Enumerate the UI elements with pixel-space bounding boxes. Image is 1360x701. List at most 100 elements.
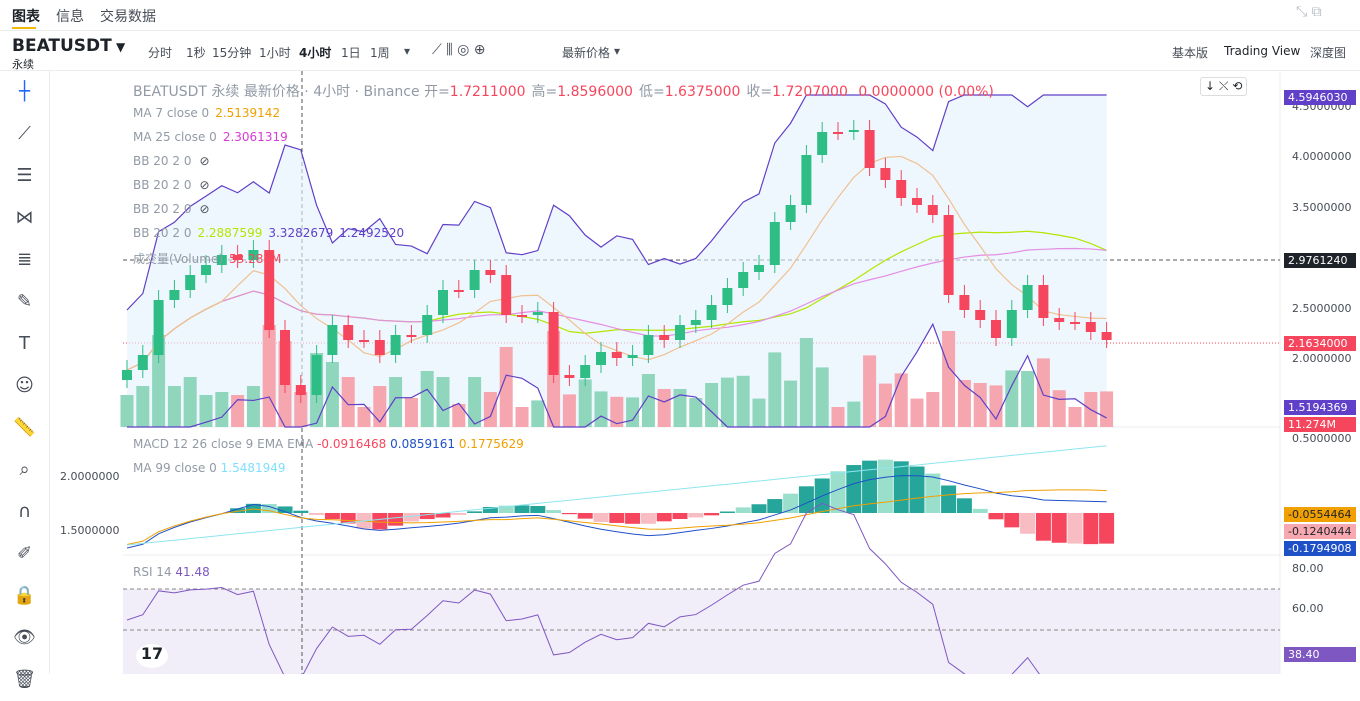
- bb-lower: [127, 322, 1107, 428]
- change: 0.0000000 (0.00%): [858, 84, 994, 100]
- tool[interactable]: ☺: [15, 375, 34, 396]
- contract: 永续: [12, 58, 34, 71]
- view[interactable]: 深度图: [1310, 46, 1347, 60]
- macd-hist: [704, 513, 720, 516]
- dropdown-arrow[interactable]: ▼: [116, 40, 126, 54]
- tool[interactable]: ⌕: [19, 459, 30, 480]
- divider: [0, 30, 1360, 31]
- volume-bar: [120, 395, 134, 427]
- candle-body: [690, 320, 701, 325]
- tool[interactable]: ✎: [16, 291, 33, 312]
- interval[interactable]: 1秒: [186, 46, 206, 60]
- rsi-band: [123, 589, 1280, 674]
- ohlc-value: 1.6375000: [664, 84, 741, 100]
- indicator-name: BB 20 2 0: [133, 226, 192, 240]
- tool[interactable]: ☰: [16, 165, 33, 186]
- tool[interactable]: ┼: [19, 81, 30, 102]
- interval[interactable]: 4小时: [299, 46, 332, 60]
- window-icons[interactable]: ⤡ ⧉: [1296, 4, 1322, 20]
- candle-body: [596, 352, 606, 365]
- interval[interactable]: 1小时: [259, 46, 291, 60]
- volume-bar: [341, 377, 355, 427]
- macd-hist: [672, 513, 688, 520]
- volume-bar: [736, 375, 750, 427]
- price-badge: 4.5946030: [1284, 90, 1356, 105]
- indicator-legend: BB 20 2 0 ⊘: [133, 154, 210, 168]
- rsi-badge: 38.40: [1284, 647, 1356, 662]
- tool-icons[interactable]: ⟋ ⫼ ◎ ⊕: [432, 42, 486, 58]
- macd-hist: [293, 510, 309, 513]
- macd-hist: [1067, 513, 1083, 544]
- ma99-legend: MA 99 close 0 1.5481949: [133, 461, 286, 475]
- pane-controls[interactable]: ↓ ⤬ ⟲: [1200, 77, 1248, 96]
- interval[interactable]: 分时: [148, 46, 173, 60]
- macd-hist: [324, 513, 340, 520]
- interval[interactable]: 15分钟: [212, 46, 252, 60]
- volume-bar: [167, 386, 181, 427]
- candle-body: [801, 155, 812, 205]
- macd-badge: -0.0554464: [1284, 507, 1356, 522]
- ohlc-label: 高=: [531, 84, 558, 100]
- tab[interactable]: 交易数据: [100, 9, 156, 25]
- tool[interactable]: ≣: [16, 249, 33, 270]
- volume-bar: [499, 347, 513, 427]
- indicator-value: 2.5139142: [215, 106, 281, 120]
- candle-body: [295, 385, 306, 395]
- candle-body: [738, 272, 749, 288]
- legend-header: BEATUSDT 永续 最新价格 · 4小时 · Binance 开=1.721…: [133, 81, 994, 101]
- macd-value: -0.0916468: [317, 437, 387, 451]
- candle-body: [817, 132, 828, 155]
- candle-body: [1101, 332, 1112, 340]
- hidden-icon: ⊘: [199, 202, 210, 216]
- indicator-legend: BB 20 2 0 ⊘: [133, 178, 210, 192]
- candle-body: [880, 168, 891, 180]
- tool[interactable]: 🔒: [13, 585, 36, 606]
- tool[interactable]: 👁: [13, 627, 36, 648]
- macd-hist: [877, 459, 893, 513]
- indicator-name: MA 7 close 0: [133, 106, 210, 120]
- tool[interactable]: T: [19, 333, 30, 354]
- interval[interactable]: 1周: [370, 46, 390, 60]
- candle-body: [1085, 322, 1096, 332]
- price-type-arrow[interactable]: ▾: [614, 44, 621, 58]
- rsi-tick: 80.00: [1292, 562, 1324, 575]
- candle-body: [643, 335, 654, 355]
- macd-hist: [309, 513, 325, 515]
- more-intervals[interactable]: ▾: [404, 44, 411, 58]
- ma99-axis: 1.5000000: [60, 524, 120, 537]
- view[interactable]: Trading View: [1224, 44, 1301, 58]
- view[interactable]: 基本版: [1172, 46, 1209, 60]
- tool[interactable]: 📏: [13, 417, 36, 438]
- price-badge: 1.5194369: [1284, 400, 1356, 415]
- rsi-line: [126, 502, 1040, 674]
- macd-hist: [388, 513, 404, 526]
- symbol[interactable]: BEATUSDT: [12, 36, 112, 56]
- tab[interactable]: 图表: [12, 9, 40, 25]
- candle-body: [311, 355, 322, 395]
- macd-hist: [972, 508, 988, 513]
- volume-bar: [199, 395, 213, 427]
- tool[interactable]: ⋈: [15, 207, 34, 228]
- ohlc: 开=1.7211000 高=1.8596000 低=1.6375000 收=1.720…: [424, 84, 854, 100]
- tool[interactable]: ⟋: [18, 123, 31, 144]
- price-type[interactable]: 最新价格: [562, 46, 611, 60]
- candle-body: [485, 270, 496, 275]
- tool[interactable]: ✐: [16, 543, 33, 564]
- macd-tick: 0.5000000: [1292, 432, 1352, 445]
- macd-hist: [893, 461, 909, 513]
- indicator-name: BB 20 2 0: [133, 202, 192, 216]
- tool[interactable]: ∩: [17, 501, 32, 522]
- volume-bar: [657, 389, 671, 427]
- candle-body: [201, 265, 211, 275]
- tab[interactable]: 信息: [56, 9, 84, 25]
- macd-hist: [1083, 513, 1099, 545]
- candle-body: [1006, 310, 1017, 338]
- hidden-icon: ⊘: [199, 154, 210, 168]
- volume-bar: [594, 391, 608, 427]
- interval[interactable]: 1日: [341, 46, 361, 60]
- volume-bar: [784, 380, 798, 427]
- rsi-name: RSI 14: [133, 565, 172, 579]
- macd-hist: [925, 473, 941, 513]
- tool[interactable]: 🗑: [13, 669, 36, 690]
- volume-bar: [262, 325, 276, 427]
